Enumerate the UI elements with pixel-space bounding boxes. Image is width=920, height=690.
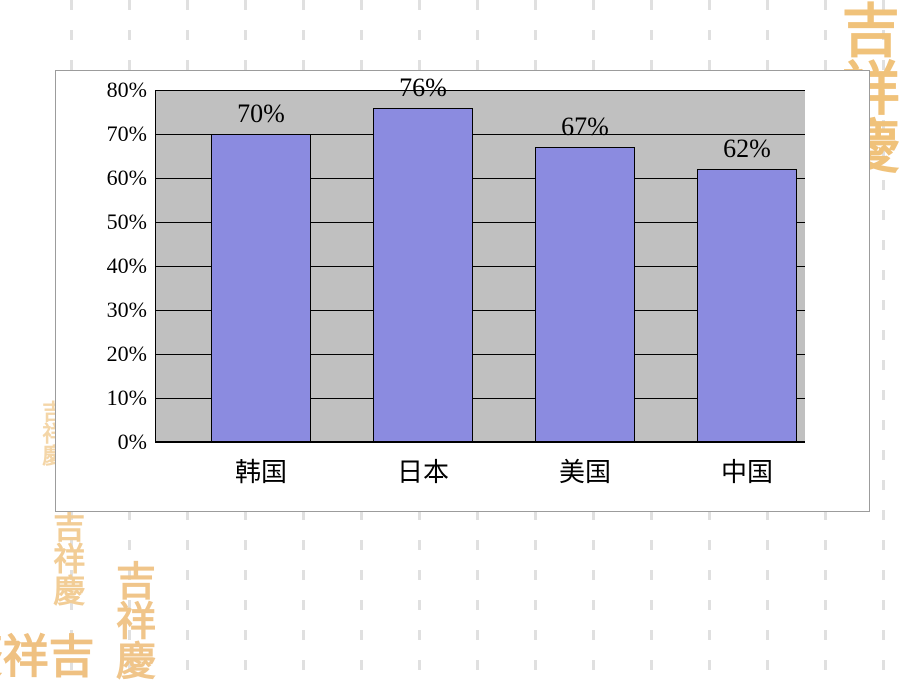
decorative-seal: 吉祥慶 <box>40 620 91 690</box>
x-tick-label: 中国 <box>721 452 773 489</box>
bar: 67% <box>535 147 635 442</box>
bar: 76% <box>373 108 473 442</box>
gridline <box>155 90 805 91</box>
bar-value-label: 62% <box>723 134 771 164</box>
y-tick-label: 70% <box>107 121 147 147</box>
decorative-seal: 吉祥慶 <box>108 560 152 680</box>
bar: 70% <box>211 134 311 442</box>
x-tick-label: 美国 <box>559 452 611 489</box>
decorative-seal: 吉祥慶 <box>48 510 83 606</box>
y-tick-label: 30% <box>107 297 147 323</box>
y-tick-label: 10% <box>107 385 147 411</box>
x-tick-label: 日本 <box>397 452 449 489</box>
y-tick-label: 0% <box>118 429 147 455</box>
y-tick-label: 20% <box>107 341 147 367</box>
x-tick-label: 韩国 <box>235 452 287 489</box>
bar-value-label: 67% <box>561 112 609 142</box>
bar: 62% <box>697 169 797 442</box>
bar-value-label: 70% <box>237 99 285 129</box>
plot-area: 0%10%20%30%40%50%60%70%80%70%韩国76%日本67%美… <box>155 90 805 442</box>
y-tick-label: 60% <box>107 165 147 191</box>
y-tick-label: 40% <box>107 253 147 279</box>
y-tick-label: 50% <box>107 209 147 235</box>
gridline <box>155 442 805 443</box>
y-tick-label: 80% <box>107 77 147 103</box>
bar-value-label: 76% <box>399 73 447 103</box>
